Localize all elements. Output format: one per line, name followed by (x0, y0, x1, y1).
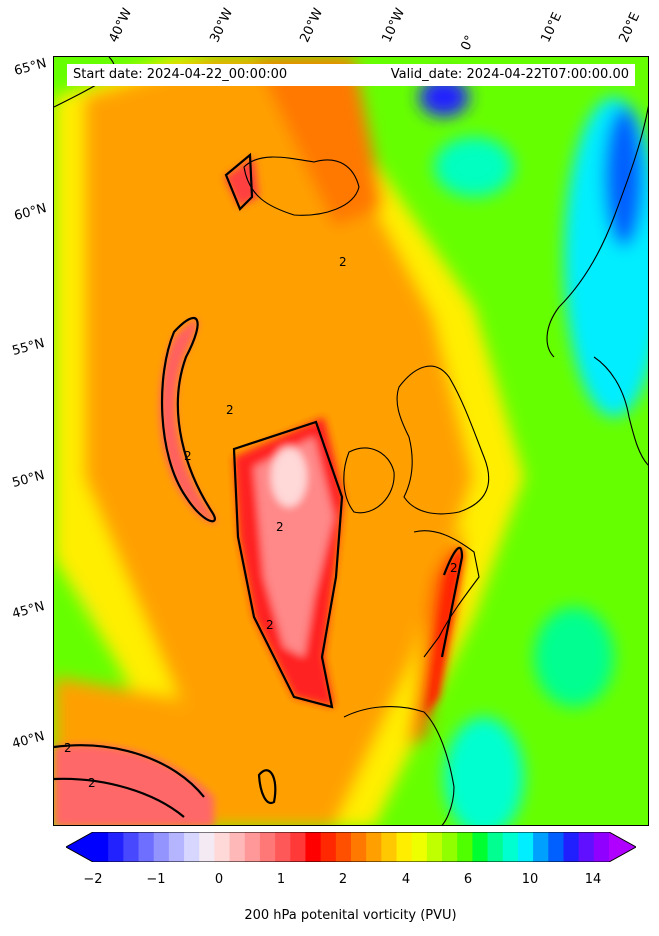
colorbar-tick-label: 1 (276, 872, 286, 887)
lat-label-50n: 50°N (10, 468, 47, 491)
colorbar-swatch (108, 832, 124, 862)
lon-label-20w: 20°W (297, 6, 327, 45)
ireland-coast (343, 447, 395, 514)
colorbar-tick-label: 4 (401, 872, 411, 887)
colorbar-swatch (93, 832, 109, 862)
colorbar-swatch (320, 832, 337, 862)
lat-label-40n: 40°N (10, 729, 47, 752)
contour-label: 2 (88, 776, 96, 790)
colorbar-swatch (229, 832, 246, 862)
colorbar-extend-high (609, 832, 636, 862)
colorbar-swatch (593, 832, 610, 862)
colorbar-tick-label: 6 (463, 872, 473, 887)
colorbar-swatch (199, 832, 216, 862)
colorbar-swatch (351, 832, 367, 862)
colorbar-tick-label: 10 (521, 872, 539, 887)
lat-label-55n: 55°N (10, 336, 47, 359)
lon-label-0: 0° (458, 33, 479, 53)
great-britain-coast (396, 365, 490, 515)
colorbar-swatch (487, 832, 504, 862)
pv-field-map: 2 2 2 2 2 2 2 2 (54, 57, 648, 825)
colorbar-label: 200 hPa potenital vorticity (PVU) (244, 908, 457, 923)
contour-label: 2 (266, 618, 274, 632)
colorbar-tick-label: −2 (83, 872, 103, 887)
scandinavia-coast (593, 356, 648, 466)
colorbar-tick-label: −1 (146, 872, 166, 887)
colorbar-swatch (214, 832, 231, 862)
colorbar-swatch (381, 832, 398, 862)
colorbar-swatch (305, 832, 322, 862)
contour-label: 2 (226, 403, 234, 417)
colorbar-swatch (457, 832, 474, 862)
colorbar-swatch (290, 832, 307, 862)
map-panel: 2 2 2 2 2 2 2 2 (53, 56, 649, 826)
colorbar-swatch (138, 832, 155, 862)
colorbar-swatch (411, 832, 428, 862)
colorbar-tick-label: 0 (214, 872, 224, 887)
contour-label: 2 (184, 449, 192, 463)
colorbar-swatch (533, 832, 549, 862)
colorbar-swatch (168, 832, 185, 862)
colorbar-tick-label: 2 (338, 872, 348, 887)
colorbar-swatch (563, 832, 580, 862)
colorbar (66, 832, 636, 862)
colorbar-swatch (396, 832, 413, 862)
colorbar-swatch (502, 832, 519, 862)
high-pv-regions (54, 157, 464, 825)
lon-label-40w: 40°W (106, 6, 136, 45)
lat-label-60n: 60°N (12, 201, 49, 224)
lon-label-20e: 20°E (616, 10, 644, 45)
colorbar-swatch (259, 832, 276, 862)
colorbar-swatch (153, 832, 170, 862)
lon-label-10e: 10°E (538, 10, 566, 45)
colorbar-swatch (426, 832, 443, 862)
colorbar-swatch (517, 832, 534, 862)
colorbar-swatch (275, 832, 291, 862)
contour-label: 2 (339, 255, 347, 269)
pv-contours (54, 152, 464, 818)
start-date-text: Start date: 2024-04-22_00:00:00 (73, 67, 288, 82)
colorbar-swatch (442, 832, 458, 862)
colorbar-swatch (244, 832, 261, 862)
lon-label-10w: 10°W (379, 6, 409, 45)
colorbar-extend-low (66, 832, 93, 862)
contour-label: 2 (276, 520, 284, 534)
lon-label-30w: 30°W (207, 6, 237, 45)
norway-coast (546, 105, 648, 358)
lat-label-65n: 65°N (12, 56, 49, 79)
iceland-coast (243, 156, 360, 216)
france-coast (413, 530, 480, 658)
contour-label: 2 (450, 561, 458, 575)
iberia-coast (343, 706, 455, 825)
colorbar-swatch (184, 832, 200, 862)
date-info-box: Start date: 2024-04-22_00:00:00 Valid_da… (67, 64, 635, 86)
lat-label-45n: 45°N (10, 599, 47, 622)
contour-label: 2 (64, 741, 72, 755)
colorbar-swatch (578, 832, 595, 862)
colorbar-swatch (366, 832, 382, 862)
colorbar-tick-label: 14 (584, 872, 602, 887)
colorbar-swatch (123, 832, 140, 862)
colorbar-swatch (335, 832, 352, 862)
colorbar-swatch (548, 832, 565, 862)
valid-date-text: Valid_date: 2024-04-22T07:00:00.00 (390, 67, 629, 82)
colorbar-swatch (472, 832, 489, 862)
